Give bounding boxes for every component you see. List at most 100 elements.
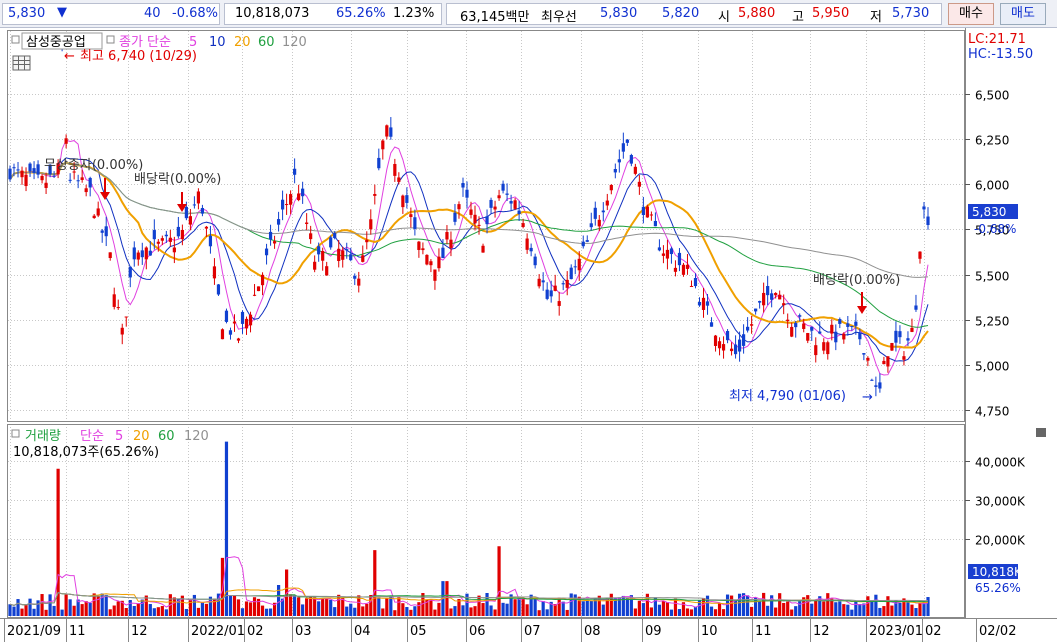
- volume-bar: [457, 598, 461, 616]
- candle-body: [289, 194, 293, 205]
- volume-bar: [276, 585, 281, 616]
- candle-body: [120, 327, 124, 335]
- volume-toggle-icon[interactable]: [11, 429, 20, 438]
- candle-body: [272, 241, 277, 244]
- volume-bar: [92, 593, 96, 616]
- volume-bar: [561, 601, 565, 616]
- candle-body: [729, 348, 734, 352]
- candle-body: [232, 321, 237, 324]
- date-label: 02: [247, 624, 264, 639]
- volume-bar: [689, 609, 694, 616]
- candle-body: [577, 258, 581, 271]
- buy-button[interactable]: 매수: [948, 3, 994, 25]
- volume-bar: [413, 606, 417, 616]
- date-label: 05: [410, 624, 427, 639]
- volume-bar: [585, 599, 589, 616]
- candle-body: [557, 301, 561, 306]
- candle-body: [549, 290, 553, 297]
- candle-body: [184, 206, 188, 219]
- volume-bar: [180, 595, 184, 616]
- sell-button[interactable]: 매도: [1000, 3, 1046, 25]
- stock-name[interactable]: 삼성중공업: [26, 35, 86, 50]
- candlesticks: [8, 33, 930, 397]
- chart-grid: [8, 31, 964, 618]
- turnover-percent: 1.23%: [393, 6, 435, 21]
- volume-bar: [52, 605, 56, 616]
- candle-body: [28, 163, 32, 172]
- volume-bar: [818, 596, 822, 616]
- panel-close-icon[interactable]: [1036, 428, 1046, 437]
- volume-bar: [433, 609, 437, 616]
- volume-bar: [136, 603, 140, 616]
- candle-body: [36, 164, 40, 175]
- volume-bar: [545, 609, 549, 616]
- candle-body: [870, 379, 874, 381]
- volume-bar: [513, 599, 517, 616]
- candle-body: [453, 212, 457, 222]
- event-dividend-1: 배당락(0.00%): [134, 172, 221, 187]
- volume-bar: [144, 595, 148, 616]
- volume-bar: [914, 608, 918, 616]
- volume-bar: [746, 595, 750, 616]
- volume-bar: [301, 604, 305, 616]
- candle-body: [806, 333, 810, 341]
- volume-bar: [68, 599, 72, 616]
- candle-body: [882, 360, 886, 365]
- volume-bar: [737, 593, 742, 616]
- price-tick-label: 5,750: [975, 224, 1009, 238]
- grid-table-icon[interactable]: [12, 55, 31, 71]
- volume-bar: [100, 593, 104, 616]
- candle-body: [766, 286, 770, 296]
- candle-body: [140, 250, 144, 258]
- high-label: 고: [792, 10, 804, 25]
- candle-body: [437, 256, 441, 269]
- volume-bar: [120, 600, 124, 616]
- volume-bar: [329, 599, 333, 616]
- ma-toggle-icon[interactable]: [106, 35, 115, 44]
- last-price-badge: [968, 204, 1018, 219]
- candle-body: [76, 180, 80, 182]
- volume-bar: [894, 600, 898, 616]
- right-arrow-icon: →: [862, 390, 873, 405]
- candle-body: [653, 220, 658, 227]
- candle-body: [260, 274, 265, 286]
- stock-name-box[interactable]: [21, 32, 103, 50]
- candle-body: [276, 219, 281, 225]
- volume-bar: [810, 603, 814, 616]
- volume-bar: [577, 596, 581, 616]
- candle-body: [681, 264, 686, 275]
- volume-bar: [272, 602, 277, 616]
- low-marker: 최저 4,790 (01/06): [729, 389, 846, 404]
- volume-bar: [629, 595, 633, 616]
- candle-body: [365, 239, 369, 243]
- volume-bar: [709, 606, 714, 616]
- volume-bar: [750, 606, 754, 616]
- stock-chart[interactable]: 삼성중공업 종가 단순 5 10 20 60 120 LC:21.71 HC:-…: [0, 28, 1057, 642]
- volume-bar: [112, 605, 116, 616]
- candle-body: [878, 382, 882, 389]
- volume-bar: [409, 609, 413, 616]
- volume-tick-label: 30,000K: [975, 495, 1026, 509]
- volume-bar: [605, 598, 609, 616]
- candle-body: [433, 269, 437, 281]
- volume-bar: [485, 593, 489, 616]
- volume-bar: [697, 600, 702, 616]
- volume-ma-120-line: [9, 591, 929, 606]
- best-ask: 5,830: [600, 6, 638, 21]
- volume-bar: [96, 595, 100, 616]
- panel-toggle-icon[interactable]: [11, 35, 20, 44]
- volume-bar: [445, 581, 449, 616]
- candle-body: [301, 188, 305, 197]
- candle-body: [44, 182, 48, 188]
- volume-bar: [289, 594, 293, 616]
- volume-bar: [774, 607, 778, 616]
- volume-bar: [60, 609, 64, 616]
- volume-bar: [778, 593, 782, 616]
- volume-bar: [401, 603, 405, 616]
- volume-bar: [188, 599, 192, 616]
- candle-body: [425, 254, 429, 265]
- volume-bar: [317, 601, 321, 616]
- volume-bar: [128, 600, 132, 616]
- candle-body: [457, 204, 461, 210]
- volume-bar: [313, 597, 317, 616]
